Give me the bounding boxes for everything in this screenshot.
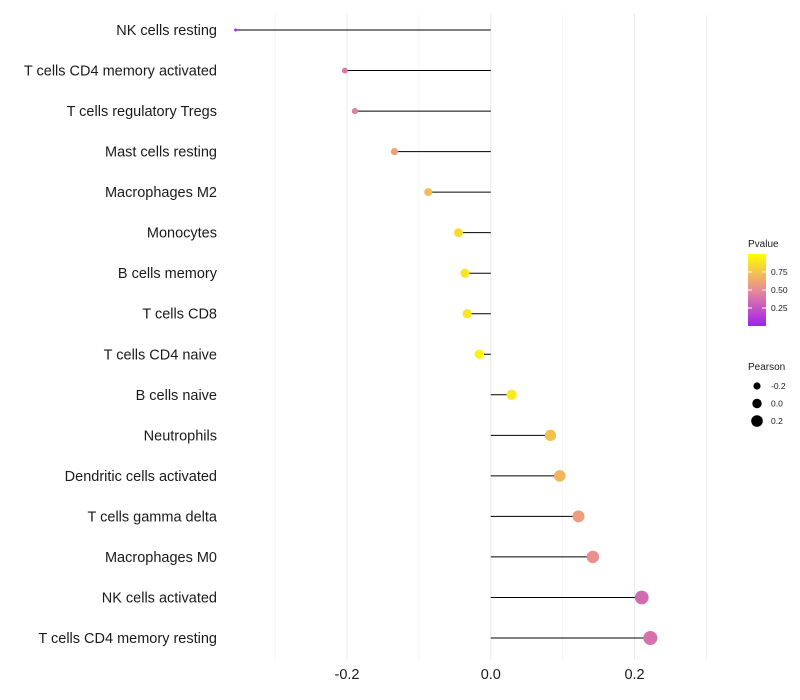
color-tick-label: 0.75 [771, 267, 788, 277]
lollipop-dot [234, 28, 238, 32]
size-legend-dot [751, 415, 763, 427]
lollipop-dot [351, 107, 359, 115]
category-label: B cells naive [136, 388, 217, 404]
category-label: Neutrophils [144, 428, 217, 444]
category-label: Monocytes [147, 226, 217, 242]
lollipop-dot [341, 67, 348, 74]
category-label: NK cells resting [116, 23, 217, 39]
lollipop-dot [462, 309, 472, 319]
size-legend-entries: -0.2 0.0 0.2 [751, 381, 786, 427]
lollipop-dot [424, 188, 433, 197]
lollipop-dot [643, 631, 658, 645]
category-label: NK cells activated [102, 590, 217, 606]
size-legend-label: -0.2 [771, 381, 786, 391]
category-label: B cells memory [118, 266, 218, 282]
x-tick-label: 0.2 [624, 667, 644, 683]
lollipop-dot [586, 550, 600, 564]
grid-lines [274, 14, 707, 660]
category-label: Dendritic cells activated [65, 469, 217, 485]
category-label: T cells gamma delta [88, 509, 218, 525]
color-legend-ticks: 0.75 0.50 0.25 [748, 267, 788, 313]
lollipop-dot [453, 228, 463, 238]
category-label: T cells CD4 memory activated [24, 64, 217, 80]
category-label: T cells CD8 [142, 307, 217, 323]
category-labels: NK cells resting T cells CD4 memory activ… [24, 23, 218, 647]
lollipop-dot [390, 147, 399, 156]
color-legend-title: Pvalue [748, 239, 779, 250]
lollipop-stems [235, 29, 651, 639]
lollipop-dot [460, 268, 470, 278]
lollipop-dot [544, 429, 557, 442]
color-tick-label: 0.25 [771, 303, 788, 313]
size-legend-label: 0.0 [771, 399, 783, 409]
x-tick-label: 0.0 [481, 667, 501, 683]
category-label: Macrophages M0 [105, 550, 217, 566]
lollipop-dots [234, 28, 658, 645]
size-legend-dot [752, 398, 762, 409]
category-label: Mast cells resting [105, 145, 217, 161]
lollipop-dot [572, 510, 585, 523]
lollipop-dot [474, 349, 485, 359]
category-label: Macrophages M2 [105, 185, 217, 201]
legend: Pvalue 0.75 0.50 0.25 Pearson -0.2 0.0 0.2 [748, 239, 788, 427]
lollipop-dot [553, 470, 566, 482]
category-label: T cells regulatory Tregs [67, 104, 217, 120]
category-label: T cells CD4 memory resting [38, 631, 217, 647]
lollipop-dot [506, 389, 517, 400]
lollipop-dot [634, 590, 649, 605]
x-tick-label: -0.2 [335, 667, 360, 683]
color-tick-label: 0.50 [771, 285, 788, 295]
x-axis-tick-labels: -0.2 0.0 0.2 [335, 667, 645, 683]
size-legend-title: Pearson [748, 362, 785, 373]
size-legend-dot [753, 382, 761, 390]
color-bar [748, 254, 766, 326]
category-label: T cells CD4 naive [104, 347, 217, 363]
size-legend-label: 0.2 [771, 416, 783, 426]
